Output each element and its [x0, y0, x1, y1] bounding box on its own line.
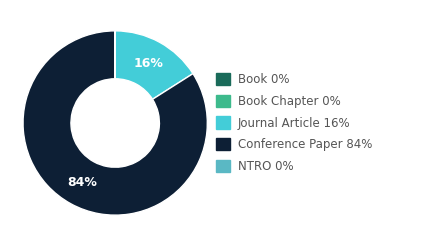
Text: 84%: 84%	[67, 176, 97, 189]
Legend: Book 0%, Book Chapter 0%, Journal Article 16%, Conference Paper 84%, NTRO 0%: Book 0%, Book Chapter 0%, Journal Articl…	[216, 73, 372, 173]
Wedge shape	[115, 31, 193, 99]
Text: 16%: 16%	[133, 57, 163, 70]
Wedge shape	[23, 31, 207, 215]
